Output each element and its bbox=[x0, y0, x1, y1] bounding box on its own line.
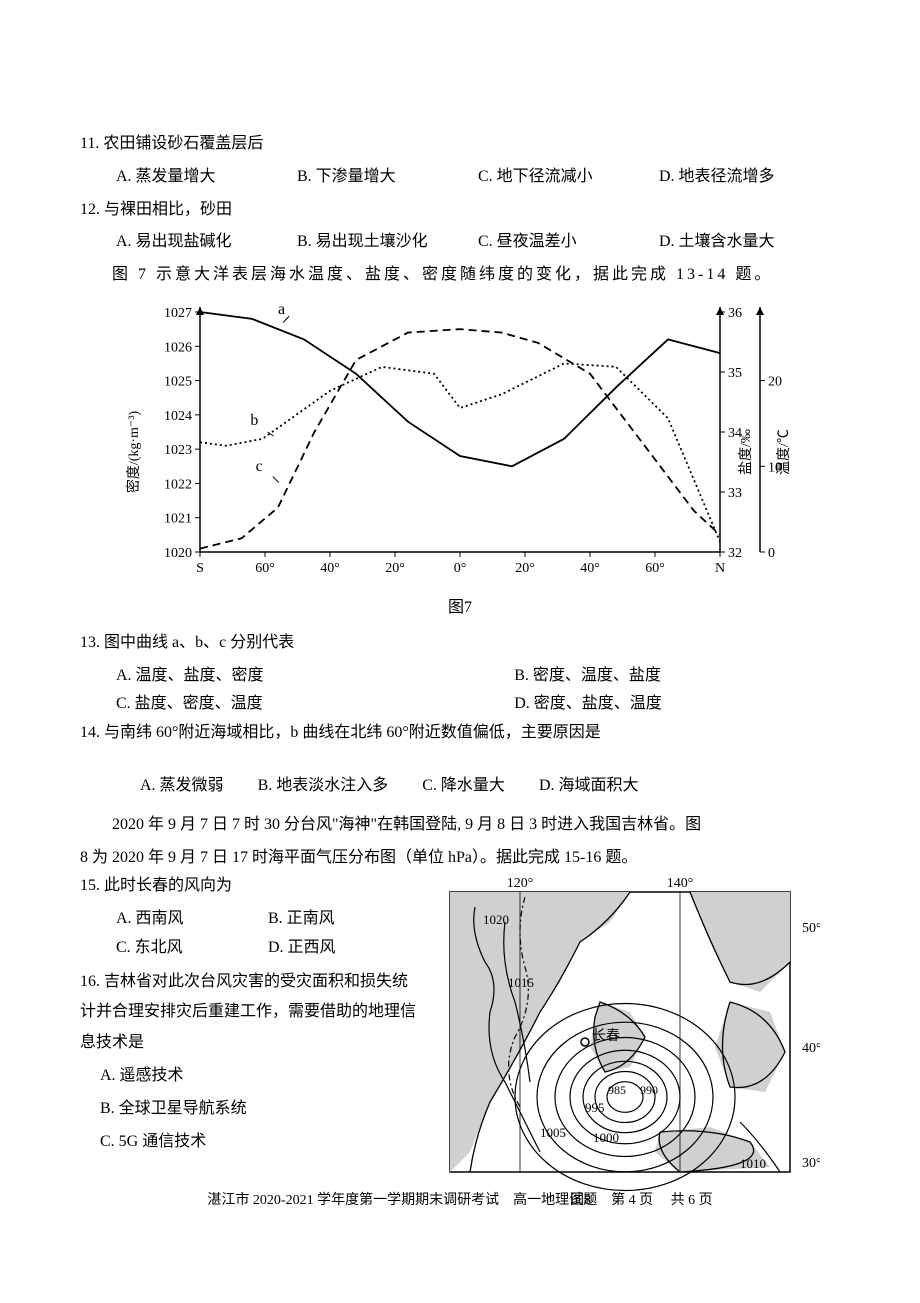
q11-num: 11. bbox=[80, 135, 99, 152]
q15-opt-d: D. 正西风 bbox=[268, 934, 420, 963]
svg-text:20°: 20° bbox=[515, 561, 535, 576]
q15-options: A. 西南风 B. 正南风 C. 东北风 D. 正西风 bbox=[80, 905, 420, 963]
q12-num: 12. bbox=[80, 201, 100, 218]
question-16: 16. 吉林省对此次台风灾害的受灾面积和损失统计并合理安排灾后重建工作，需要借助… bbox=[80, 967, 420, 1058]
intro-fig8a: 2020 年 9 月 7 日 7 时 30 分台风"海神"在韩国登陆, 9 月 … bbox=[80, 811, 840, 840]
q12-opt-b: B. 易出现土壤沙化 bbox=[297, 228, 478, 257]
chart7-caption: 图7 bbox=[80, 594, 840, 623]
q11-options: A. 蒸发量增大 B. 下渗量增大 C. 地下径流减小 D. 地表径流增多 bbox=[80, 163, 840, 192]
svg-text:60°: 60° bbox=[645, 561, 665, 576]
question-12: 12. 与裸田相比，砂田 bbox=[80, 196, 840, 225]
svg-text:33: 33 bbox=[728, 486, 742, 501]
svg-text:60°: 60° bbox=[255, 561, 275, 576]
svg-text:密度/(kg·m⁻³): 密度/(kg·m⁻³) bbox=[125, 410, 142, 493]
q13-num: 13. bbox=[80, 634, 100, 651]
svg-text:35: 35 bbox=[728, 366, 742, 381]
q12-opt-a: A. 易出现盐碱化 bbox=[116, 228, 297, 257]
footer-text: 湛江市 2020-2021 学年度第一学期期末调研考试 高一地理试题 第 4 页… bbox=[207, 1193, 712, 1208]
svg-text:温度/℃: 温度/℃ bbox=[776, 429, 792, 475]
q15-num: 15. bbox=[80, 877, 100, 894]
svg-text:36: 36 bbox=[728, 306, 742, 321]
q12-text: 与裸田相比，砂田 bbox=[104, 201, 232, 218]
svg-text:120°: 120° bbox=[507, 876, 534, 891]
q16-opt-b: B. 全球卫星导航系统 bbox=[100, 1095, 420, 1124]
svg-text:40°: 40° bbox=[320, 561, 340, 576]
svg-text:20: 20 bbox=[768, 375, 782, 390]
intro-fig7: 图 7 示意大洋表层海水温度、盐度、密度随纬度的变化，据此完成 13-14 题。 bbox=[80, 261, 840, 290]
q13-opt-a: A. 温度、盐度、密度 bbox=[116, 662, 514, 691]
q12-options: A. 易出现盐碱化 B. 易出现土壤沙化 C. 昼夜温差小 D. 土壤含水量大 bbox=[80, 228, 840, 257]
q12-opt-c: C. 昼夜温差小 bbox=[478, 228, 659, 257]
svg-text:30°: 30° bbox=[802, 1156, 820, 1171]
q16-num: 16. bbox=[80, 973, 100, 990]
svg-text:b: b bbox=[250, 412, 258, 429]
svg-text:50°: 50° bbox=[802, 921, 820, 936]
svg-text:1020: 1020 bbox=[164, 546, 192, 561]
intro-fig8b: 8 为 2020 年 9 月 7 日 17 时海平面气压分布图（单位 hPa）。… bbox=[80, 844, 840, 873]
page-footer: 湛江市 2020-2021 学年度第一学期期末调研考试 高一地理试题 第 4 页… bbox=[0, 1188, 920, 1213]
q16-text: 吉林省对此次台风灾害的受灾面积和损失统计并合理安排灾后重建工作，需要借助的地理信… bbox=[80, 973, 416, 1051]
q15-opt-c: C. 东北风 bbox=[116, 934, 268, 963]
q14-opt-d: D. 海域面积大 bbox=[539, 772, 639, 801]
svg-text:S: S bbox=[196, 561, 204, 576]
svg-text:a: a bbox=[278, 302, 285, 318]
q16-opt-c: C. 5G 通信技术 bbox=[100, 1128, 420, 1157]
q11-opt-c: C. 地下径流减小 bbox=[478, 163, 659, 192]
svg-text:1010: 1010 bbox=[740, 1156, 766, 1171]
q15-opt-a: A. 西南风 bbox=[116, 905, 268, 934]
map-8: 120° 140° 50° 40° 30° 1020 1015 1005 1000 995 990 9… bbox=[430, 872, 820, 1192]
svg-text:0: 0 bbox=[768, 546, 775, 561]
svg-text:N: N bbox=[715, 561, 725, 576]
svg-text:40°: 40° bbox=[580, 561, 600, 576]
svg-text:0°: 0° bbox=[454, 561, 467, 576]
q13-opt-c: C. 盐度、密度、温度 bbox=[116, 690, 514, 719]
svg-text:1025: 1025 bbox=[164, 375, 192, 390]
q14-num: 14. bbox=[80, 724, 100, 741]
question-13: 13. 图中曲线 a、b、c 分别代表 bbox=[80, 629, 840, 658]
q13-opt-d: D. 密度、盐度、温度 bbox=[514, 690, 840, 719]
q14-opt-a: A. 蒸发微弱 bbox=[140, 772, 224, 801]
map8-caption: 图8 bbox=[570, 1188, 591, 1213]
svg-text:1000: 1000 bbox=[593, 1130, 619, 1145]
svg-text:140°: 140° bbox=[667, 876, 694, 891]
question-14: 14. 与南纬 60°附近海域相比，b 曲线在北纬 60°附近数值偏低，主要原因… bbox=[80, 719, 840, 748]
svg-text:1023: 1023 bbox=[164, 443, 192, 458]
q12-opt-d: D. 土壤含水量大 bbox=[659, 228, 840, 257]
q11-opt-b: B. 下渗量增大 bbox=[297, 163, 478, 192]
question-15: 15. 此时长春的风向为 bbox=[80, 872, 420, 901]
svg-text:c: c bbox=[256, 458, 263, 475]
q11-text: 农田铺设砂石覆盖层后 bbox=[103, 135, 263, 152]
q14-opt-c: C. 降水量大 bbox=[422, 772, 505, 801]
chart-7: 1020102110221023102410251026102732333435… bbox=[120, 302, 800, 592]
q15-text: 此时长春的风向为 bbox=[104, 877, 232, 894]
svg-text:1027: 1027 bbox=[164, 306, 192, 321]
question-11: 11. 农田铺设砂石覆盖层后 bbox=[80, 130, 840, 159]
q16-options: A. 遥感技术 B. 全球卫星导航系统 C. 5G 通信技术 bbox=[80, 1062, 420, 1156]
svg-text:1022: 1022 bbox=[164, 477, 192, 492]
svg-text:40°: 40° bbox=[802, 1041, 820, 1056]
svg-text:1021: 1021 bbox=[164, 512, 192, 527]
q13-opt-b: B. 密度、温度、盐度 bbox=[514, 662, 840, 691]
svg-text:盐度/‰: 盐度/‰ bbox=[738, 429, 754, 475]
q13-text: 图中曲线 a、b、c 分别代表 bbox=[104, 634, 294, 651]
q14-text: 与南纬 60°附近海域相比，b 曲线在北纬 60°附近数值偏低，主要原因是 bbox=[104, 724, 601, 741]
q14-opt-b: B. 地表淡水注入多 bbox=[258, 772, 389, 801]
q13-options: A. 温度、盐度、密度 B. 密度、温度、盐度 C. 盐度、密度、温度 D. 密… bbox=[80, 662, 840, 720]
svg-text:长春: 长春 bbox=[592, 1028, 620, 1044]
svg-text:32: 32 bbox=[728, 546, 742, 561]
svg-text:990: 990 bbox=[640, 1083, 658, 1097]
svg-text:995: 995 bbox=[585, 1100, 605, 1115]
q14-options: A. 蒸发微弱 B. 地表淡水注入多 C. 降水量大 D. 海域面积大 bbox=[80, 772, 840, 801]
svg-text:1020: 1020 bbox=[483, 912, 509, 927]
svg-text:1024: 1024 bbox=[164, 409, 192, 424]
q16-opt-a: A. 遥感技术 bbox=[100, 1062, 420, 1091]
q11-opt-d: D. 地表径流增多 bbox=[659, 163, 840, 192]
svg-text:1015: 1015 bbox=[508, 975, 534, 990]
q11-opt-a: A. 蒸发量增大 bbox=[116, 163, 297, 192]
svg-text:1026: 1026 bbox=[164, 340, 192, 355]
q15-opt-b: B. 正南风 bbox=[268, 905, 420, 934]
svg-text:1005: 1005 bbox=[540, 1125, 566, 1140]
svg-text:20°: 20° bbox=[385, 561, 405, 576]
svg-text:985: 985 bbox=[608, 1083, 626, 1097]
